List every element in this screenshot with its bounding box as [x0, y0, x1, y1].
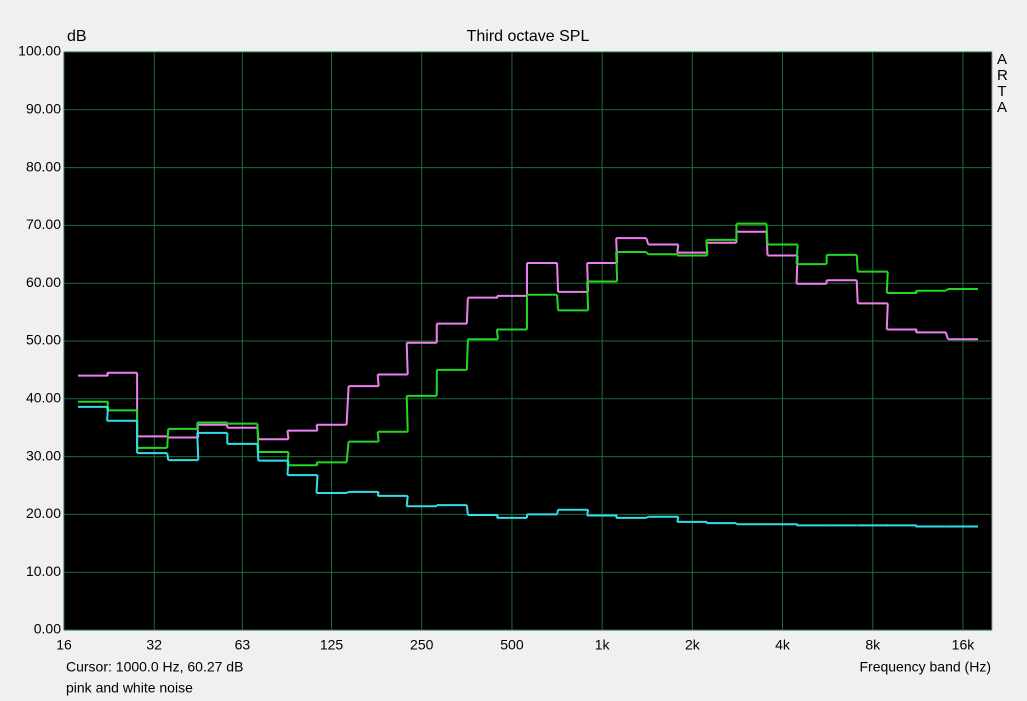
step-riser [885, 271, 889, 294]
step-riser [166, 428, 170, 448]
step-riser [166, 452, 170, 461]
step-riser [556, 294, 560, 311]
step-riser [765, 223, 769, 245]
y-tick-label: 30.00 [26, 447, 61, 463]
step-riser [885, 303, 889, 330]
step-riser [855, 280, 859, 304]
step-riser [615, 251, 619, 282]
step-riser [346, 490, 350, 494]
y-tick-label: 20.00 [26, 505, 61, 521]
step-riser [945, 288, 949, 292]
step-riser [495, 329, 499, 340]
step-riser [376, 431, 380, 442]
step-riser [345, 386, 350, 425]
x-tick-label: 16 [56, 637, 72, 653]
step-riser [465, 339, 469, 370]
y-tick-label: 100.00 [18, 43, 61, 59]
step-riser [795, 244, 799, 265]
step-riser [256, 443, 260, 461]
step-riser [855, 254, 859, 272]
step-riser [106, 406, 110, 421]
step-riser [196, 432, 200, 461]
step-riser [286, 460, 290, 476]
step-riser [676, 244, 680, 253]
y-tick-label: 40.00 [26, 390, 61, 406]
step-riser [286, 430, 290, 440]
step-riser [315, 475, 319, 494]
y-tick-label: 80.00 [26, 158, 61, 174]
step-riser [556, 262, 560, 292]
y-axis-label: dB [67, 28, 87, 45]
step-riser [405, 495, 409, 507]
step-riser [196, 422, 200, 430]
cursor-readout: Cursor: 1000.0 Hz, 60.27 dB [66, 659, 243, 675]
watermark: ARTA [997, 51, 1008, 116]
step-riser [465, 505, 469, 516]
y-tick-label: 70.00 [26, 216, 61, 232]
step-riser [465, 297, 469, 324]
x-tick-label: 8k [865, 637, 881, 653]
y-tick-label: 50.00 [26, 332, 61, 348]
y-tick-label: 60.00 [26, 274, 61, 290]
x-tick-label: 4k [775, 637, 791, 653]
x-axis-label: Frequency band (Hz) [859, 659, 991, 675]
x-tick-label: 63 [235, 637, 251, 653]
step-riser [556, 509, 560, 515]
chart-title: Third octave SPL [467, 28, 590, 45]
x-tick-label: 500 [500, 637, 524, 653]
x-tick-label: 1k [595, 637, 611, 653]
step-riser [645, 237, 650, 245]
y-tick-label: 90.00 [26, 101, 61, 117]
x-tick-label: 250 [410, 637, 434, 653]
y-tick-label: 10.00 [26, 563, 61, 579]
step-riser [645, 515, 649, 519]
step-riser [405, 395, 409, 432]
step-riser [405, 342, 409, 375]
note: pink and white noise [66, 680, 193, 696]
x-tick-label: 2k [685, 637, 701, 653]
x-tick-label: 125 [320, 637, 344, 653]
x-tick-label: 16k [952, 637, 976, 653]
y-tick-label: 0.00 [34, 621, 61, 637]
step-riser [944, 332, 949, 340]
step-riser [645, 251, 650, 255]
x-tick-label: 32 [146, 637, 162, 653]
step-riser [345, 441, 350, 463]
step-riser [586, 281, 590, 311]
step-riser [376, 374, 380, 387]
step-riser [705, 239, 709, 256]
